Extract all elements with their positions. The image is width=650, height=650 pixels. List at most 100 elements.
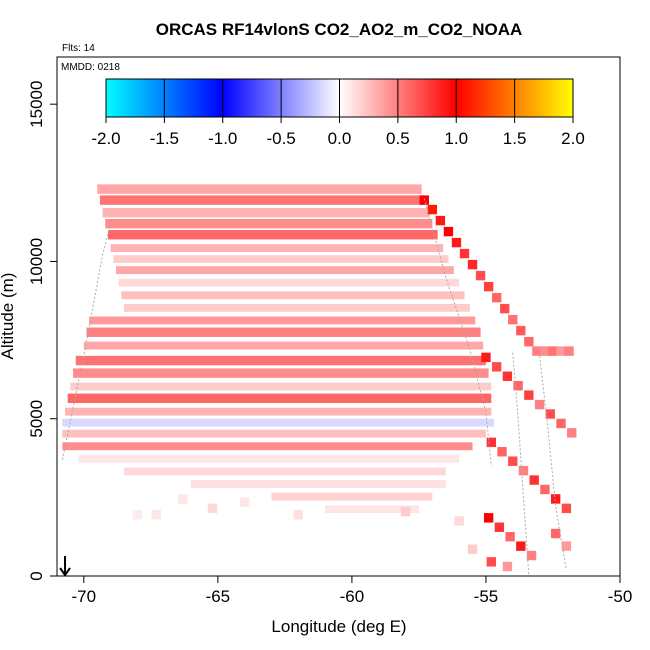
diagonal-cell [483, 281, 494, 292]
heatmap-band [89, 316, 476, 325]
diagonal-cell [508, 314, 518, 325]
y-axis-label: Altitude (m) [0, 273, 17, 360]
x-tick-label: -60 [340, 587, 365, 606]
start-marker [59, 556, 71, 577]
diagonal-cell [467, 259, 478, 270]
start-arrow-head [59, 567, 71, 577]
colorbar-tick-label: -1.5 [150, 129, 179, 148]
heatmap-band [62, 442, 473, 451]
heatmap-band [73, 368, 489, 378]
east-cell [481, 352, 491, 363]
diagonal-cell [443, 226, 454, 237]
diagonal-cell [451, 237, 462, 248]
heatmap-band [97, 184, 422, 194]
diagonal-cell [459, 248, 470, 259]
diagonal-cell [532, 346, 542, 356]
east-cell [483, 513, 494, 523]
flight-track [423, 198, 492, 466]
colorbar-tick-label: 2.0 [561, 129, 585, 148]
heatmap-cells [62, 184, 577, 572]
east-cell [491, 362, 502, 372]
colorbar: -2.0 -1.5 -1.0 -0.5 0.0 0.5 1.0 1.5 2.0 [91, 78, 585, 148]
heatmap-band [121, 291, 465, 300]
heatmap-band [62, 418, 494, 427]
diagonal-cell [564, 346, 574, 356]
east-cell [556, 418, 566, 429]
heatmap-band [115, 266, 454, 275]
y-axis: 0 5000 10000 15000 [27, 81, 57, 581]
east-cell [567, 428, 577, 438]
isolated-cell [467, 544, 478, 554]
diagonal-cell [435, 215, 446, 226]
plot-frame [56, 56, 621, 577]
east-cell [497, 447, 507, 457]
isolated-cell [207, 503, 218, 514]
heatmap-band [99, 195, 425, 205]
heatmap-band [107, 230, 438, 240]
east-cell [486, 437, 497, 448]
heatmap-band [113, 255, 449, 264]
x-axis-label: Longitude (deg E) [271, 617, 406, 636]
x-tick-label: -50 [608, 587, 633, 606]
east-cell [524, 390, 534, 400]
colorbar-tick-label: -1.0 [208, 129, 237, 148]
east-cell [550, 494, 561, 504]
heatmap-band [191, 480, 446, 488]
heatmap-band [78, 454, 460, 463]
east-cell [505, 531, 515, 542]
colorbar-tick-label: 0.5 [386, 129, 410, 148]
east-cell [513, 380, 523, 391]
east-cell [529, 475, 539, 485]
colorbar-tick-label: 1.0 [444, 129, 468, 148]
diagonal-cell [548, 346, 558, 356]
x-axis: -70 -65 -60 -55 -50 [72, 576, 633, 606]
isolated-cell [293, 509, 303, 520]
heatmap-band [62, 429, 486, 438]
heatmap-band [105, 218, 433, 229]
diagonal-cell [540, 346, 550, 356]
date-label: MMDD: 0218 [61, 62, 120, 73]
heatmap-band [65, 407, 492, 416]
heatmap-band [86, 327, 481, 337]
colorbar-tick-label: -0.5 [266, 129, 295, 148]
flight-tracks [61, 198, 567, 577]
isolated-cell [151, 509, 161, 520]
flights-label: Flts: 14 [62, 43, 95, 54]
heatmap-band [67, 393, 492, 403]
heatmap-band [102, 207, 430, 218]
east-cell [518, 465, 529, 476]
heatmap-band [70, 382, 492, 391]
heatmap-band [118, 278, 460, 287]
east-cell [540, 484, 550, 495]
isolated-cell [132, 509, 143, 520]
east-cell [502, 561, 513, 572]
diagonal-cell [491, 292, 502, 303]
east-cell [561, 503, 572, 514]
x-tick-label: -70 [72, 587, 97, 606]
chart-title: ORCAS RF14vlonS CO2_AO2_m_CO2_NOAA [156, 20, 523, 39]
colorbar-ticks: -2.0 -1.5 -1.0 -0.5 0.0 0.5 1.0 1.5 2.0 [91, 79, 585, 148]
east-cell [550, 528, 561, 539]
isolated-cell [400, 506, 411, 517]
flight-track [61, 223, 112, 460]
diagonal-cell [475, 270, 486, 281]
colorbar-tick-label: 1.5 [503, 129, 527, 148]
colorbar-tick-label: -2.0 [91, 129, 120, 148]
colorbar-tick-label: 0.0 [328, 129, 352, 148]
isolated-cell [239, 497, 250, 507]
east-cell [561, 541, 572, 551]
east-cell [526, 550, 537, 561]
flight-track [512, 352, 530, 577]
y-tick-label: 15000 [27, 81, 46, 128]
diagonal-cell [516, 325, 526, 336]
heatmap-band [83, 341, 484, 350]
heatmap-band [110, 244, 444, 253]
diagonal-cell [500, 303, 510, 314]
heatmap-band [325, 505, 419, 514]
heatmap-band [124, 467, 446, 476]
diagonal-cell [427, 204, 438, 215]
isolated-cell [454, 516, 464, 526]
east-cell [486, 557, 497, 567]
east-cell [545, 409, 555, 419]
